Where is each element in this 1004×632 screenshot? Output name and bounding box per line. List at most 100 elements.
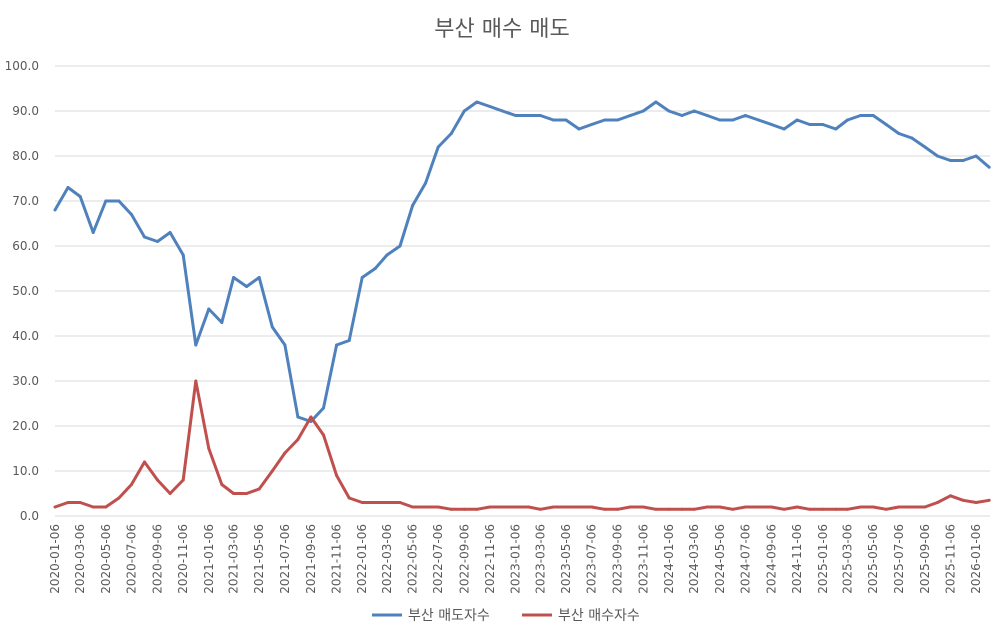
data-point	[66, 501, 70, 504]
data-point	[398, 244, 402, 248]
data-point	[283, 451, 287, 455]
data-point	[130, 483, 133, 486]
x-tick-label: 2025-05-06	[866, 524, 880, 594]
data-point	[156, 478, 159, 482]
data-point	[961, 498, 965, 502]
gridlines	[55, 65, 990, 517]
data-point	[628, 505, 632, 509]
data-point	[475, 507, 479, 511]
y-tick-label: 70.0	[12, 194, 39, 208]
data-point	[411, 204, 415, 207]
series-2	[53, 379, 991, 511]
data-point	[757, 118, 760, 122]
data-point	[808, 123, 812, 126]
data-point	[564, 505, 568, 509]
x-tick-label: 2021-07-06	[278, 524, 292, 594]
data-point	[987, 498, 991, 502]
x-tick-label: 2024-09-06	[765, 524, 779, 594]
legend: 부산 매도자수 부산 매수자수	[372, 608, 640, 624]
data-point	[821, 123, 825, 126]
x-tick-label: 2024-11-06	[790, 524, 804, 594]
data-point	[309, 415, 313, 419]
data-point	[385, 501, 389, 504]
data-point	[884, 507, 888, 511]
data-point	[808, 507, 812, 511]
data-point	[373, 501, 377, 504]
x-tick-label: 2024-01-06	[662, 524, 676, 594]
data-point	[335, 474, 339, 477]
data-point	[194, 343, 198, 347]
data-point	[78, 195, 82, 198]
data-point	[181, 253, 185, 257]
x-tick-label: 2020-01-06	[48, 524, 62, 594]
data-point	[207, 307, 211, 311]
data-point	[501, 505, 504, 509]
data-point	[398, 501, 402, 504]
data-point	[949, 159, 952, 162]
data-point	[910, 505, 914, 509]
data-point	[974, 154, 978, 158]
data-point	[449, 507, 453, 511]
data-point	[757, 505, 760, 509]
data-point	[501, 109, 504, 113]
data-point	[514, 114, 518, 117]
data-point	[283, 343, 287, 347]
data-point	[680, 507, 684, 511]
data-point	[859, 114, 863, 117]
legend-label: 부산 매수자수	[558, 608, 640, 624]
data-point	[616, 118, 620, 122]
x-tick-label: 2022-03-06	[380, 524, 394, 594]
data-point	[936, 154, 939, 158]
y-axis-tick-labels: 0.0 10.0 20.0 30.0 40.0 50.0 60.0 70.0 80.0 90.0 1…	[5, 59, 39, 523]
x-tick-label: 2023-03-06	[533, 524, 547, 594]
x-tick-label: 2023-11-06	[636, 524, 650, 594]
data-point	[770, 505, 773, 509]
data-point	[322, 406, 325, 410]
y-tick-label: 40.0	[12, 329, 39, 343]
data-point	[974, 501, 978, 504]
x-tick-label: 2020-03-06	[73, 524, 87, 594]
data-point	[871, 114, 875, 117]
x-tick-label: 2025-03-06	[841, 524, 855, 594]
x-tick-label: 2021-05-06	[252, 524, 266, 594]
data-point	[270, 325, 274, 329]
data-point	[884, 123, 888, 126]
data-point	[577, 127, 581, 131]
data-point	[795, 505, 799, 509]
chart-title: 부산 매수 매도	[434, 17, 569, 42]
x-tick-label: 2025-09-06	[918, 524, 932, 594]
data-point	[871, 505, 875, 509]
data-point	[424, 181, 428, 185]
data-point	[961, 159, 965, 162]
data-point	[143, 235, 146, 239]
data-point	[897, 132, 901, 135]
data-point	[616, 507, 620, 511]
x-tick-label: 2021-01-06	[202, 524, 216, 594]
data-point	[462, 507, 466, 511]
y-tick-label: 20.0	[12, 419, 39, 433]
data-point	[590, 505, 594, 509]
x-tick-label: 2025-11-06	[944, 524, 958, 594]
data-point	[628, 114, 632, 117]
data-point	[936, 501, 939, 504]
data-point	[603, 118, 607, 122]
x-tick-label: 2022-05-06	[406, 524, 420, 594]
data-point	[53, 208, 57, 212]
data-point	[232, 492, 236, 495]
data-point	[91, 231, 95, 234]
y-tick-label: 50.0	[12, 284, 39, 298]
y-tick-label: 60.0	[12, 239, 39, 253]
x-axis-tick-labels: 2020-01-06 2020-03-06 2020-05-06 2020-07-06…	[48, 524, 983, 594]
data-point	[78, 501, 82, 504]
x-tick-label: 2020-05-06	[99, 524, 113, 594]
data-point	[527, 114, 531, 117]
data-point	[194, 379, 198, 383]
x-tick-label: 2024-03-06	[687, 524, 701, 594]
data-point	[91, 505, 95, 509]
data-point	[296, 438, 300, 441]
data-point	[834, 127, 838, 131]
data-point	[821, 507, 825, 511]
data-point	[782, 127, 786, 131]
x-tick-label: 2020-11-06	[176, 524, 190, 594]
